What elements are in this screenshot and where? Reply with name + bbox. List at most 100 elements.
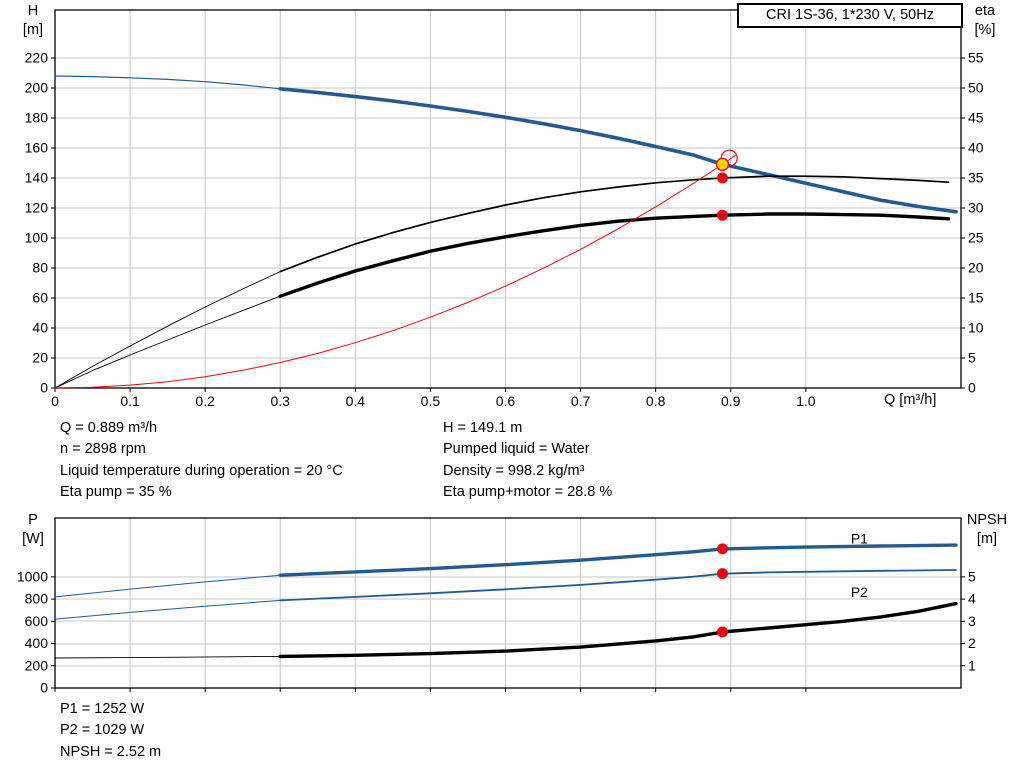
eta-pump-motor-lead-in — [54, 295, 281, 389]
y-left-tick-label: 160 — [25, 140, 49, 156]
p1-curve — [278, 543, 958, 577]
y-left-tick-label: 0 — [40, 380, 48, 396]
y-left-tick-label: 180 — [25, 110, 49, 126]
y-right-tick-label: 50 — [968, 80, 984, 96]
pump-model-label: CRI 1S-36, 1*230 V, 50Hz — [766, 7, 934, 23]
x-tick-label: 0.7 — [571, 393, 591, 409]
p2-point — [716, 568, 728, 580]
info-line-liquid-temperature: Liquid temperature during operation = 20… — [60, 462, 343, 479]
axis-title-line: H — [27, 3, 39, 19]
info-line-p2: P2 = 1029 W — [60, 722, 145, 739]
p2-curve — [279, 569, 957, 602]
x-tick-label: 0 — [51, 393, 59, 409]
axis-title-line: [%] — [974, 21, 996, 38]
system-curve — [54, 154, 737, 389]
p1-lead-in — [54, 574, 281, 598]
p1-series-label: P1 — [851, 531, 868, 547]
plot-frame — [54, 517, 962, 689]
y-right-tick-label: 3 — [968, 613, 976, 629]
y-left-tick-label: 40 — [32, 320, 48, 336]
y-right-axis-title-eta: eta [%] — [964, 2, 1006, 39]
y-left-tick-label: 120 — [25, 200, 49, 216]
y-left-tick-label: 60 — [32, 290, 48, 306]
info-line-eta-pump-motor: Eta pump+motor = 28.8 % — [443, 484, 613, 501]
info-line-q: Q = 0.889 m³/h — [60, 420, 158, 436]
axis-title-line: eta — [974, 3, 996, 19]
x-tick-label: 0.2 — [195, 393, 215, 409]
npsh-point — [716, 626, 728, 638]
y-left-tick-label: 1000 — [17, 568, 48, 584]
y-right-tick-label: 20 — [968, 260, 984, 276]
y-right-tick-label: 5 — [968, 350, 976, 366]
power-npsh-chart: 0 200 400 600 800 1000 1 2 3 4 5 P1 P2 — [17, 517, 976, 696]
p1-point — [716, 543, 728, 555]
info-line-speed: n = 2898 rpm — [60, 441, 146, 458]
plot-frame — [54, 9, 962, 389]
eta-pump-point — [716, 172, 728, 184]
y-right-tick-label: 30 — [968, 200, 984, 216]
y-right-tick-label: 2 — [968, 635, 976, 651]
x-tick-label: 0.5 — [421, 393, 441, 409]
y-left-tick-label: 200 — [25, 80, 49, 96]
y-left-tick-label: 220 — [25, 50, 49, 66]
info-line-density: Density = 998.2 kg/m³ — [443, 462, 585, 479]
p2-series-label: P2 — [851, 584, 868, 600]
y-left-tick-label: 0 — [40, 680, 48, 696]
y-right-axis-title-npsh: NPSH [m] — [962, 511, 1012, 548]
x-tick-label: 0.6 — [496, 393, 516, 409]
p2-lead-in — [54, 599, 281, 620]
y-left-tick-label: 400 — [25, 635, 49, 651]
axis-title-line: [m] — [976, 530, 998, 547]
y-left-tick-label: 100 — [25, 230, 49, 246]
power-npsh-info: P1 = 1252 W P2 = 1029 W NPSH = 2.52 m — [60, 699, 161, 763]
axis-title-line: P — [28, 512, 38, 528]
axis-title-line: [m] — [22, 21, 44, 38]
axis-title-line: NPSH — [966, 512, 1008, 528]
y-left-tick-label: 140 — [25, 170, 49, 186]
info-line-eta-pump: Eta pump = 35 % — [60, 484, 172, 501]
y-right-tick-label: 10 — [968, 320, 984, 336]
y-left-tick-label: 80 — [32, 260, 48, 276]
eta-pump-motor-curve — [278, 212, 951, 298]
x-tick-label: 0.1 — [120, 393, 140, 409]
pump-model-box: CRI 1S-36, 1*230 V, 50Hz — [737, 3, 963, 28]
duty-point — [715, 157, 730, 172]
x-axis-title: Q [m³/h] — [884, 392, 937, 408]
y-right-tick-label: 35 — [968, 170, 984, 186]
head-efficiency-chart: 0 20 40 60 80 100 120 140 160 180 200 220 0 5 10 15 20 25… — [25, 9, 984, 409]
y-right-tick-label: 1 — [968, 657, 976, 673]
info-line-pumped-liquid: Pumped liquid = Water — [443, 441, 590, 458]
y-left-tick-label: 20 — [32, 350, 48, 366]
eta-pump-lead-in — [54, 271, 281, 389]
y-left-tick-label: 800 — [25, 591, 49, 607]
y-right-tick-label: 45 — [968, 110, 984, 126]
y-right-tick-label: 55 — [968, 50, 984, 66]
npsh-lead-in — [54, 655, 281, 659]
operating-point-info-right: H = 149.1 m Pumped liquid = Water Densit… — [443, 418, 612, 504]
y-left-axis-title-power: P [W] — [11, 511, 55, 548]
info-line-head: H = 149.1 m — [443, 420, 523, 436]
info-line-p1: P1 = 1252 W — [60, 701, 145, 717]
y-right-tick-label: 15 — [968, 290, 984, 306]
y-left-tick-label: 600 — [25, 613, 49, 629]
x-tick-label: 0.8 — [646, 393, 666, 409]
x-tick-label: 0.4 — [346, 393, 366, 409]
pump-curve — [278, 87, 958, 214]
y-right-tick-label: 4 — [968, 591, 976, 607]
y-right-tick-label: 0 — [968, 380, 976, 396]
x-tick-label: 0.3 — [271, 393, 291, 409]
operating-point-info-left: Q = 0.889 m³/h n = 2898 rpm Liquid tempe… — [60, 418, 343, 504]
npsh-curve — [278, 601, 958, 659]
y-right-tick-label: 25 — [968, 230, 984, 246]
info-line-npsh: NPSH = 2.52 m — [60, 743, 162, 760]
y-right-tick-label: 40 — [968, 140, 984, 156]
eta-pump-curve — [279, 175, 950, 273]
x-tick-label: 0.9 — [721, 393, 741, 409]
y-left-axis-title-head: H [m] — [11, 2, 55, 39]
axis-title-line: [W] — [22, 530, 44, 547]
x-tick-label: 1.0 — [796, 393, 816, 409]
y-right-tick-label: 5 — [968, 568, 976, 584]
y-left-tick-label: 200 — [25, 657, 49, 673]
